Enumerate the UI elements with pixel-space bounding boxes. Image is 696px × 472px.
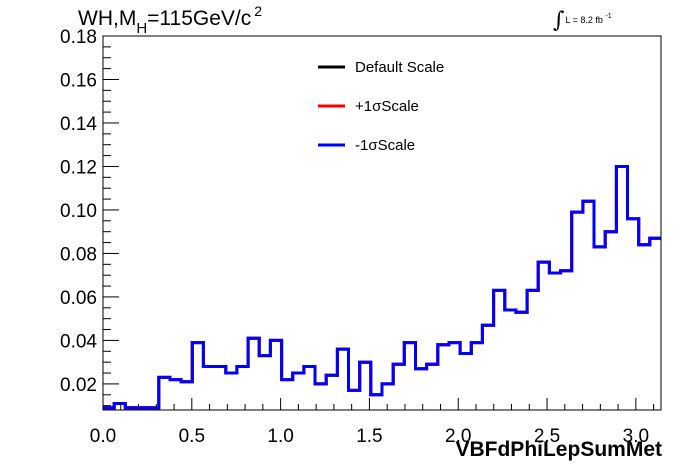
- axis-ticks: [102, 35, 655, 410]
- legend-label: +1σScale: [355, 98, 419, 115]
- title-rest: =115GeV/c: [147, 7, 252, 30]
- y-tick-label: 0.06: [60, 288, 97, 309]
- x-tick-label: 0.0: [90, 426, 116, 447]
- x-tick-label: 2.0: [445, 426, 471, 447]
- luminosity-exponent: -1: [605, 13, 612, 20]
- y-tick-label: 0.08: [60, 244, 97, 265]
- series-line-2: [103, 165, 661, 410]
- x-tick-label: 1.5: [356, 426, 382, 447]
- plot-frame: [102, 35, 662, 411]
- series-line-1: [103, 165, 661, 410]
- histogram-series: [103, 165, 661, 410]
- y-tick-label: 0.18: [60, 27, 97, 48]
- title-main: WH,M: [78, 7, 137, 30]
- y-tick-label: 0.02: [60, 375, 97, 396]
- x-tick-label: 2.5: [534, 426, 560, 447]
- y-tick-label: 0.12: [60, 157, 97, 178]
- series-line-0: [103, 165, 661, 410]
- chart-title: WH,MH=115GeV/c 2: [78, 3, 262, 37]
- x-tick-label: 0.5: [179, 426, 205, 447]
- legend-label: Default Scale: [355, 59, 444, 76]
- title-subscript: H: [136, 20, 148, 37]
- y-tick-label: 0.04: [60, 331, 97, 352]
- y-tick-label: 0.14: [60, 114, 97, 135]
- integral-symbol: ∫: [553, 8, 565, 33]
- title-superscript: 2: [254, 3, 263, 19]
- tick-labels: 0.0 0.5 1.0 1.5 2.0 2.5 3.0 0.02 0.04 0.06 0.08 0.1…: [60, 27, 649, 447]
- legend: Default Scale +1σScale -1σScale: [318, 59, 444, 154]
- luminosity-label: ∫L = 8.2 fb -1: [553, 8, 612, 33]
- y-tick-label: 0.10: [60, 201, 97, 222]
- x-tick-label: 3.0: [623, 426, 649, 447]
- legend-label: -1σScale: [355, 137, 415, 154]
- luminosity-text: L = 8.2 fb: [565, 15, 603, 25]
- x-axis-label: VBFdPhiLepSumMet: [455, 438, 662, 461]
- x-tick-label: 1.0: [267, 426, 293, 447]
- y-tick-label: 0.16: [60, 70, 97, 91]
